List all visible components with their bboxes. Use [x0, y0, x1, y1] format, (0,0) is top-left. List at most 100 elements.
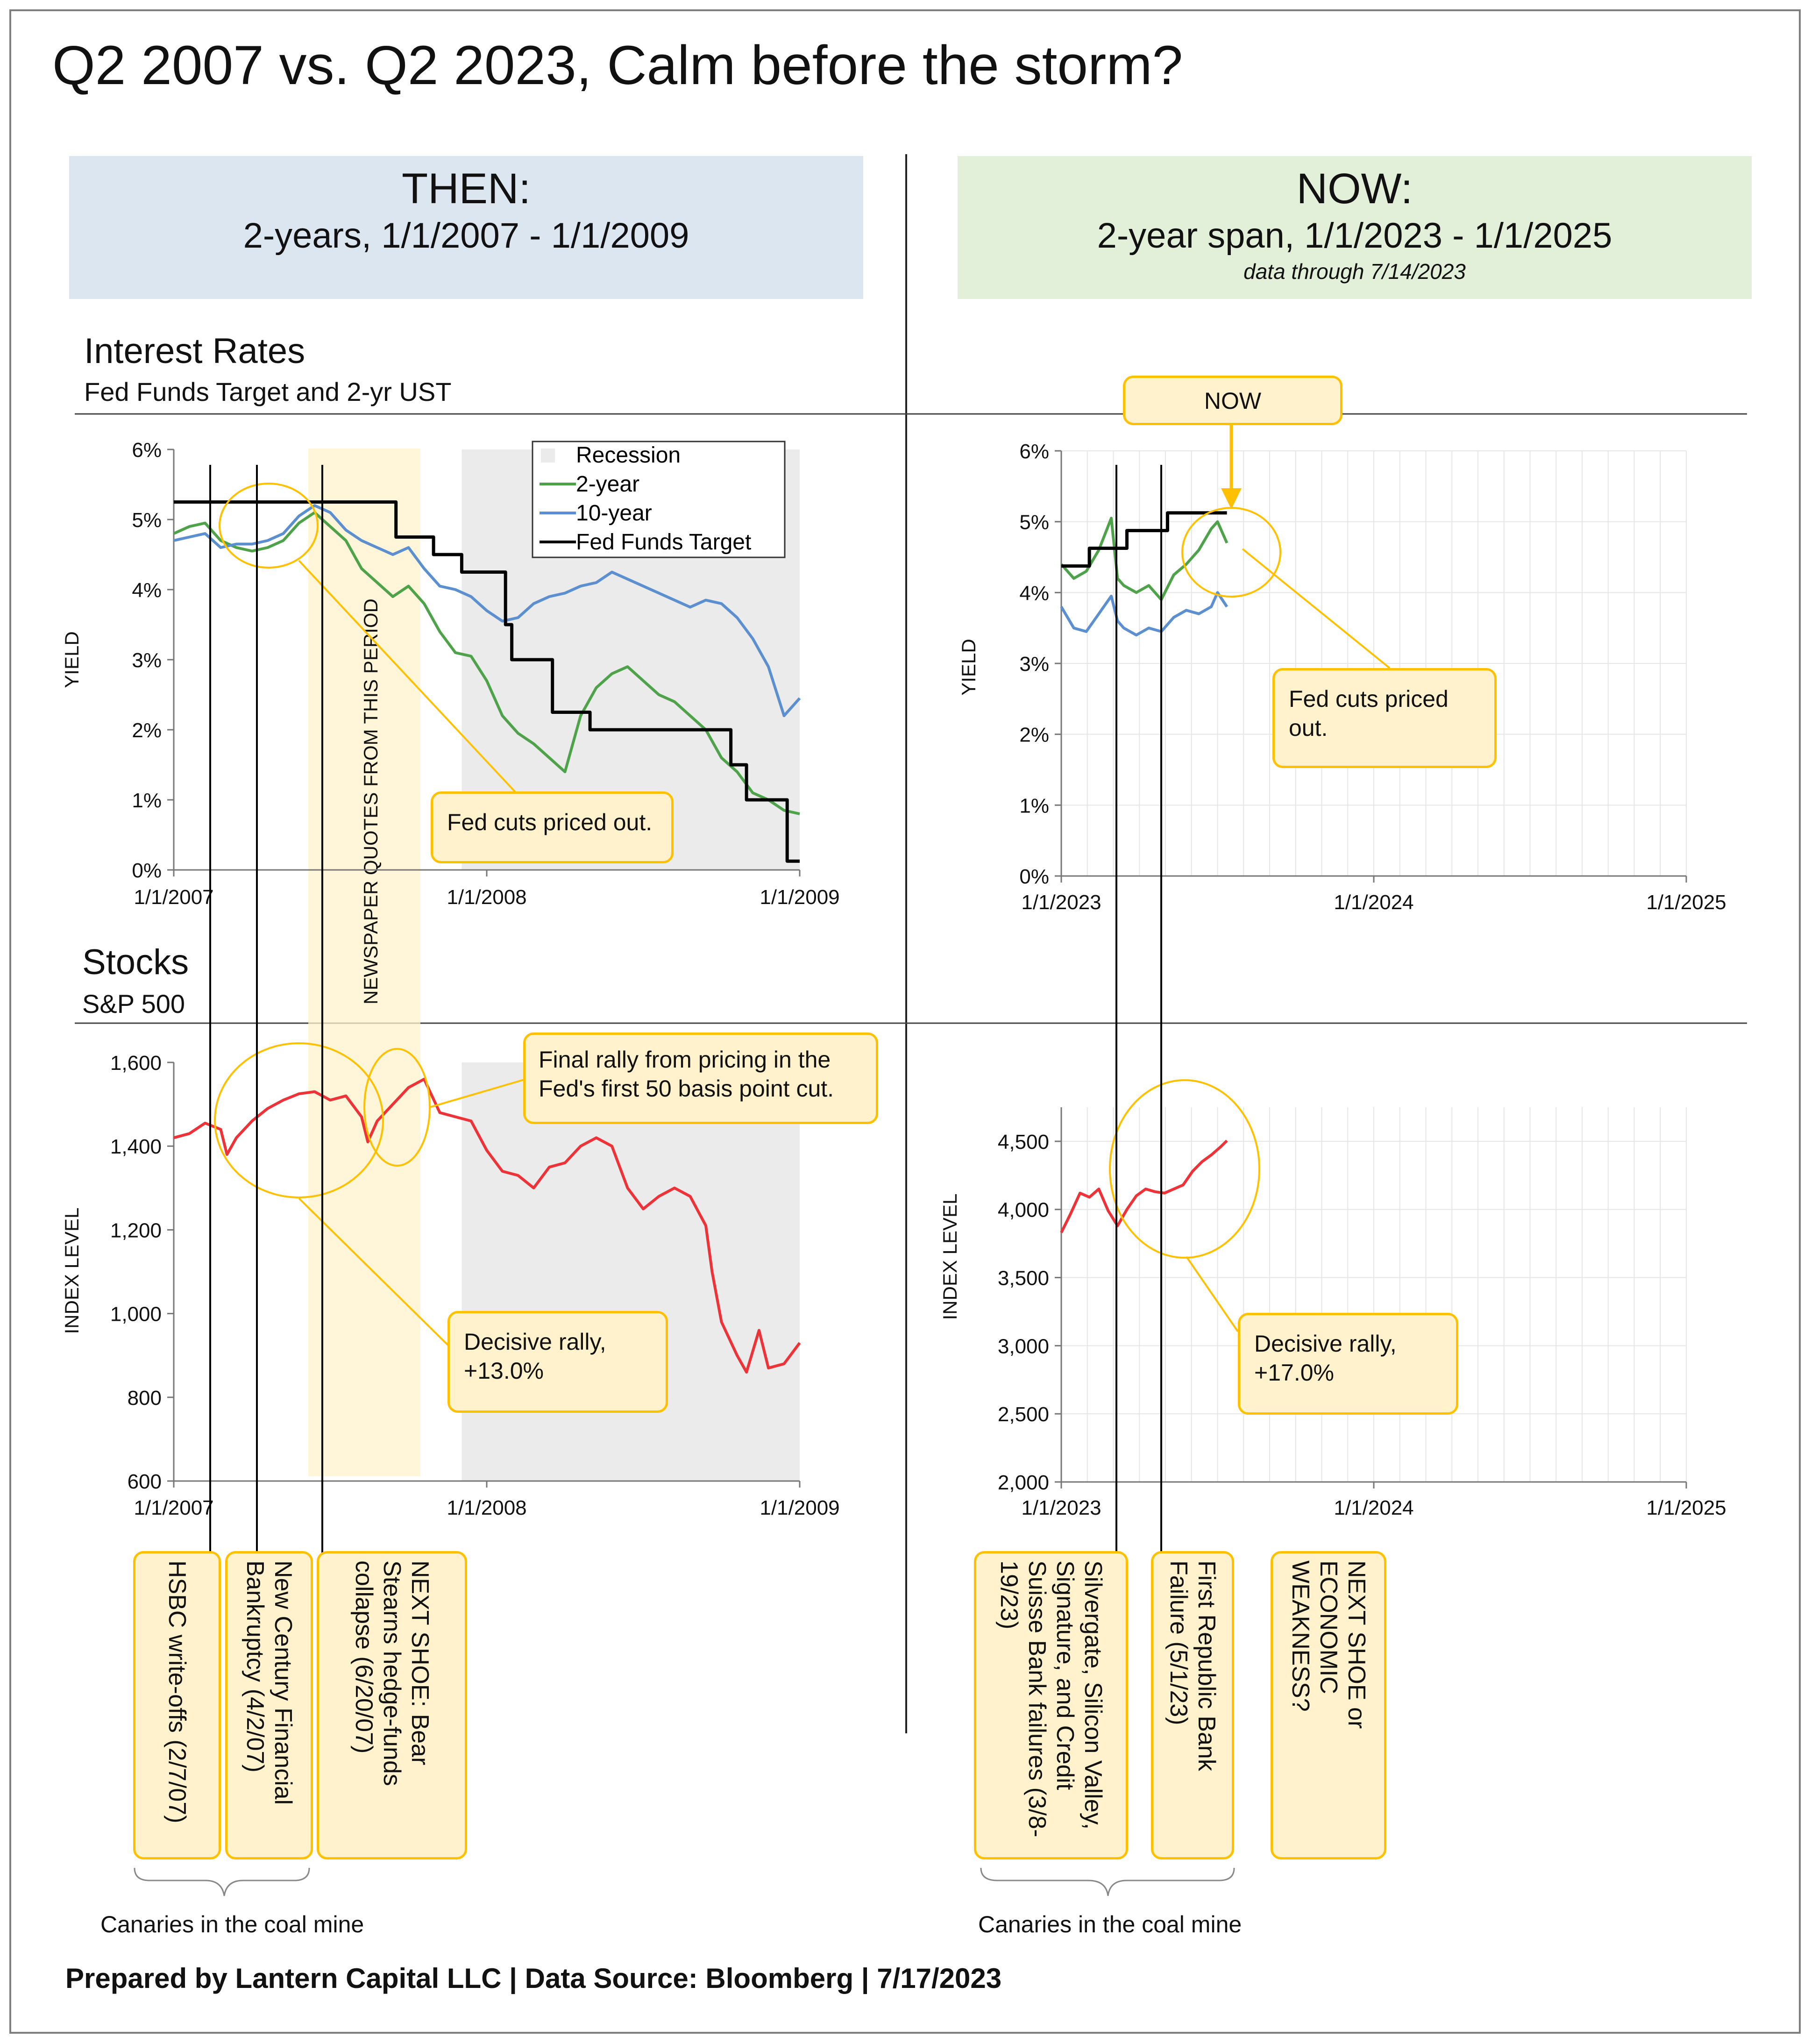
- y-tick-label: 1%: [1019, 794, 1049, 817]
- y-tick-label: 3,500: [998, 1267, 1049, 1290]
- now-stocks-callout-line2: +17.0%: [1254, 1360, 1334, 1386]
- event-newcentury: New Century Financial Bankruptcy (4/2/07…: [241, 1560, 297, 1805]
- y-tick-label: 5%: [1019, 511, 1049, 534]
- y-tick-label: 0%: [132, 859, 162, 882]
- now-canaries-label: Canaries in the coal mine: [978, 1911, 1242, 1937]
- legend-fed: Fed Funds Target: [576, 530, 751, 555]
- now-stocks-callout-line1: Decisive rally,: [1254, 1331, 1397, 1357]
- series-line-10-year: [1060, 591, 1229, 637]
- series-line-s-p-500: [1060, 1140, 1228, 1233]
- event-frb: First Republic Bank Failure (5/1/23): [1165, 1560, 1220, 1771]
- outer-frame: [9, 9, 1801, 2034]
- y-tick-label: 6%: [132, 439, 162, 462]
- legend-recession: Recession: [576, 443, 681, 468]
- then-stocks-callout-line2: +13.0%: [464, 1358, 544, 1384]
- now-header-note: data through 7/14/2023: [1243, 259, 1466, 284]
- leader-now-rates: [1242, 548, 1391, 669]
- x-tick-label: 1/1/2024: [1334, 1496, 1413, 1519]
- series-line-2-year: [1060, 517, 1229, 601]
- now-header-title: NOW:: [1296, 165, 1413, 213]
- then-canaries-brace: [134, 1867, 310, 1896]
- now-header: NOW: 2-year span, 1/1/2023 - 1/1/2025 da…: [958, 156, 1752, 299]
- stocks-section-title: Stocks: [82, 942, 189, 982]
- then-rates-circle: [219, 483, 319, 569]
- event-box-bearstearns: NEXT SHOE: Bear Stearns hedge-funds coll…: [317, 1551, 467, 1859]
- x-tick-label: 1/1/2007: [134, 1496, 213, 1519]
- leader-final-rally: [429, 1078, 526, 1108]
- series-line-s-p-500: [173, 1077, 801, 1374]
- y-tick-label: 2,500: [998, 1403, 1049, 1426]
- then-header-title: THEN:: [402, 165, 531, 213]
- then-rates-callout-text: Fed cuts priced out.: [447, 809, 653, 835]
- y-tick-label: 1,000: [110, 1303, 162, 1326]
- y-tick-label: 4%: [1019, 582, 1049, 605]
- rates-legend: Recession 2-year 10-year Fed Funds Targe…: [532, 441, 786, 558]
- x-tick-label: 1/1/2007: [134, 886, 213, 909]
- series-line-2-year: [173, 511, 800, 815]
- legend-recession-swatch: [541, 449, 555, 463]
- y-tick-label: 6%: [1019, 440, 1049, 463]
- then-stocks-callout-line1: Decisive rally,: [464, 1329, 606, 1355]
- event-svb: Silvergate, Silicon Valley, Signature, a…: [995, 1560, 1107, 1837]
- final-rally-callout-line2: Fed's first 50 basis point cut.: [539, 1075, 834, 1102]
- x-tick-label: 1/1/2008: [447, 1496, 526, 1519]
- now-header-span: 2-year span, 1/1/2023 - 1/1/2025: [1097, 216, 1612, 256]
- x-tick-label: 1/1/2008: [447, 886, 526, 909]
- event-nextshoe: NEXT SHOE or ECONOMIC WEAKNESS?: [1287, 1560, 1370, 1729]
- page-title: Q2 2007 vs. Q2 2023, Calm before the sto…: [52, 35, 1183, 96]
- y-tick-label: 3%: [132, 649, 162, 672]
- then-header: THEN: 2-years, 1/1/2007 - 1/1/2009: [69, 156, 863, 299]
- newspaper-band: [308, 449, 420, 1476]
- x-tick-label: 1/1/2025: [1646, 891, 1726, 914]
- then-rates-callout: Fed cuts priced out.: [431, 791, 674, 863]
- event-box-frb: First Republic Bank Failure (5/1/23): [1151, 1551, 1234, 1859]
- y-axis-label: YIELD: [61, 631, 83, 688]
- series-line-fed-funds-target: [174, 500, 800, 863]
- footer: Prepared by Lantern Capital LLC | Data S…: [65, 1963, 1002, 1994]
- x-tick-label: 1/1/2023: [1021, 891, 1101, 914]
- now-arrow-head: [1221, 488, 1242, 509]
- x-tick-label: 1/1/2023: [1021, 1496, 1101, 1519]
- event-box-nextshoe: NEXT SHOE or ECONOMIC WEAKNESS?: [1271, 1551, 1386, 1859]
- y-tick-label: 2%: [132, 719, 162, 742]
- y-tick-label: 1,400: [110, 1135, 162, 1158]
- legend-2yr: 2-year: [576, 472, 639, 497]
- y-axis-label: INDEX LEVEL: [61, 1208, 83, 1334]
- rates-section-title: Interest Rates: [84, 331, 305, 371]
- now-rates-callout: Fed cuts priced out.: [1272, 668, 1497, 768]
- recession-shading: [462, 1062, 800, 1481]
- y-tick-label: 2%: [1019, 724, 1049, 747]
- event-box-newcentury: New Century Financial Bankruptcy (4/2/07…: [225, 1551, 313, 1859]
- legend-10yr: 10-year: [576, 501, 652, 526]
- then-canaries-label: Canaries in the coal mine: [100, 1911, 364, 1937]
- x-tick-label: 1/1/2009: [760, 1496, 839, 1519]
- leader-now-stocks: [1186, 1256, 1239, 1332]
- y-tick-label: 0%: [1019, 865, 1049, 888]
- then-stocks-circle-1: [214, 1042, 384, 1198]
- stocks-section-subtitle: S&P 500: [82, 989, 185, 1018]
- x-tick-label: 1/1/2009: [760, 886, 839, 909]
- event-box-svb: Silvergate, Silicon Valley, Signature, a…: [974, 1551, 1128, 1859]
- leader-then-rates: [298, 560, 536, 814]
- event-box-hsbc: HSBC write-offs (2/7/07): [133, 1551, 221, 1859]
- event-hsbc: HSBC write-offs (2/7/07): [163, 1560, 191, 1823]
- leader-then-stocks: [298, 1197, 454, 1351]
- x-tick-label: 1/1/2025: [1646, 1496, 1726, 1519]
- then-stocks-callout: Decisive rally, +13.0%: [447, 1311, 668, 1413]
- x-tick-label: 1/1/2024: [1334, 891, 1413, 914]
- y-tick-label: 2,000: [998, 1471, 1049, 1494]
- y-axis-label: INDEX LEVEL: [939, 1194, 961, 1320]
- y-tick-label: 5%: [132, 509, 162, 532]
- y-tick-label: 1,200: [110, 1219, 162, 1242]
- y-axis-label: YIELD: [958, 639, 980, 695]
- now-stocks-circle: [1109, 1079, 1260, 1259]
- y-tick-label: 3%: [1019, 653, 1049, 676]
- newspaper-label: NEWSPAPER QUOTES FROM THIS PERIOD: [360, 598, 382, 1004]
- series-line-10-year: [173, 504, 801, 717]
- y-tick-label: 1%: [132, 789, 162, 812]
- now-canaries-brace: [980, 1867, 1235, 1896]
- y-tick-label: 800: [128, 1387, 162, 1410]
- y-tick-label: 1,600: [110, 1052, 162, 1075]
- y-tick-label: 4%: [132, 579, 162, 602]
